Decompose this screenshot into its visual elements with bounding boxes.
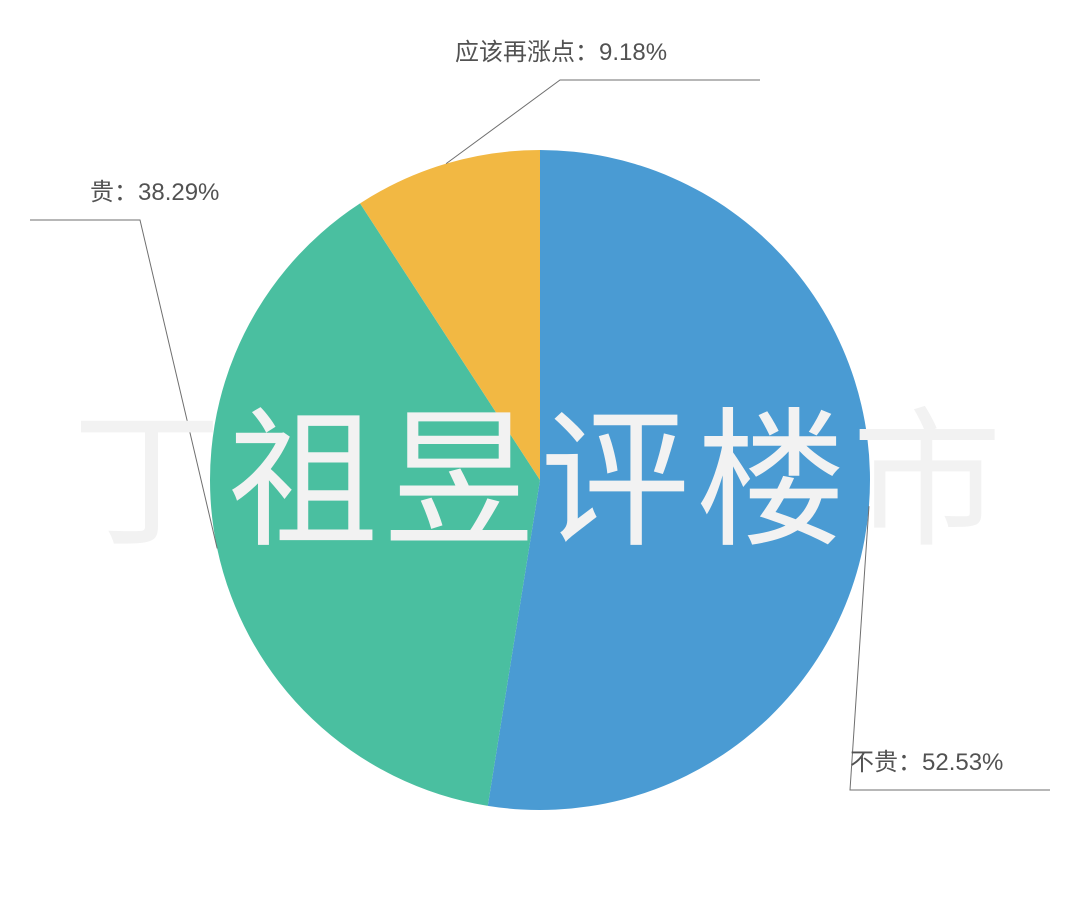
slice-label: 不贵：52.53% [850,749,1003,776]
pie-slices [210,150,870,810]
slice-label: 应该再涨点：9.18% [455,39,667,66]
slice-label: 贵：38.29% [90,179,219,206]
leader-line [30,220,217,548]
pie-slice [488,150,870,810]
pie-chart-container: 不贵：52.53%贵：38.29%应该再涨点：9.18% 丁祖昱评楼市 [0,0,1080,910]
leader-line [850,506,1050,790]
pie-chart-svg: 不贵：52.53% 贵：38.29% 应该再涨点：9.18% [0,0,1080,910]
leader-line [446,80,760,164]
